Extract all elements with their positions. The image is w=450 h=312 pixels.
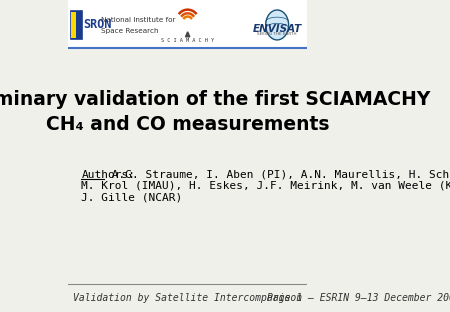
Text: J. Gille (NCAR): J. Gille (NCAR) — [81, 193, 183, 202]
Text: Page 1: Page 1 — [267, 293, 302, 303]
FancyBboxPatch shape — [72, 12, 76, 38]
Text: Validation by Satellite Intercomparison – ESRIN 9–13 December 2002: Validation by Satellite Intercomparison … — [73, 293, 450, 303]
Text: Space Research: Space Research — [100, 28, 158, 34]
Text: S C I A M A C H Y: S C I A M A C H Y — [161, 38, 214, 43]
FancyBboxPatch shape — [71, 11, 82, 39]
Polygon shape — [185, 32, 190, 37]
FancyBboxPatch shape — [68, 0, 307, 48]
Text: CH₄ and CO measurements: CH₄ and CO measurements — [46, 115, 329, 134]
Text: ENVISAT: ENVISAT — [252, 24, 302, 34]
Text: National Institute for: National Institute for — [100, 17, 175, 23]
Text: Preliminary validation of the first SCIAMACHY: Preliminary validation of the first SCIA… — [0, 90, 430, 109]
Circle shape — [266, 10, 288, 40]
Text: A.G. Straume, I. Aben (PI), A.N. Maurellis, H. Schrijver (SRON),: A.G. Straume, I. Aben (PI), A.N. Maurell… — [104, 170, 450, 180]
Text: M. Krol (IMAU), H. Eskes, J.F. Meirink, M. van Weele (KNMI),: M. Krol (IMAU), H. Eskes, J.F. Meirink, … — [81, 181, 450, 191]
Text: Authors:: Authors: — [81, 170, 135, 180]
Text: SEEING THE EARTH: SEEING THE EARTH — [257, 32, 297, 36]
Text: SRON: SRON — [83, 18, 112, 31]
